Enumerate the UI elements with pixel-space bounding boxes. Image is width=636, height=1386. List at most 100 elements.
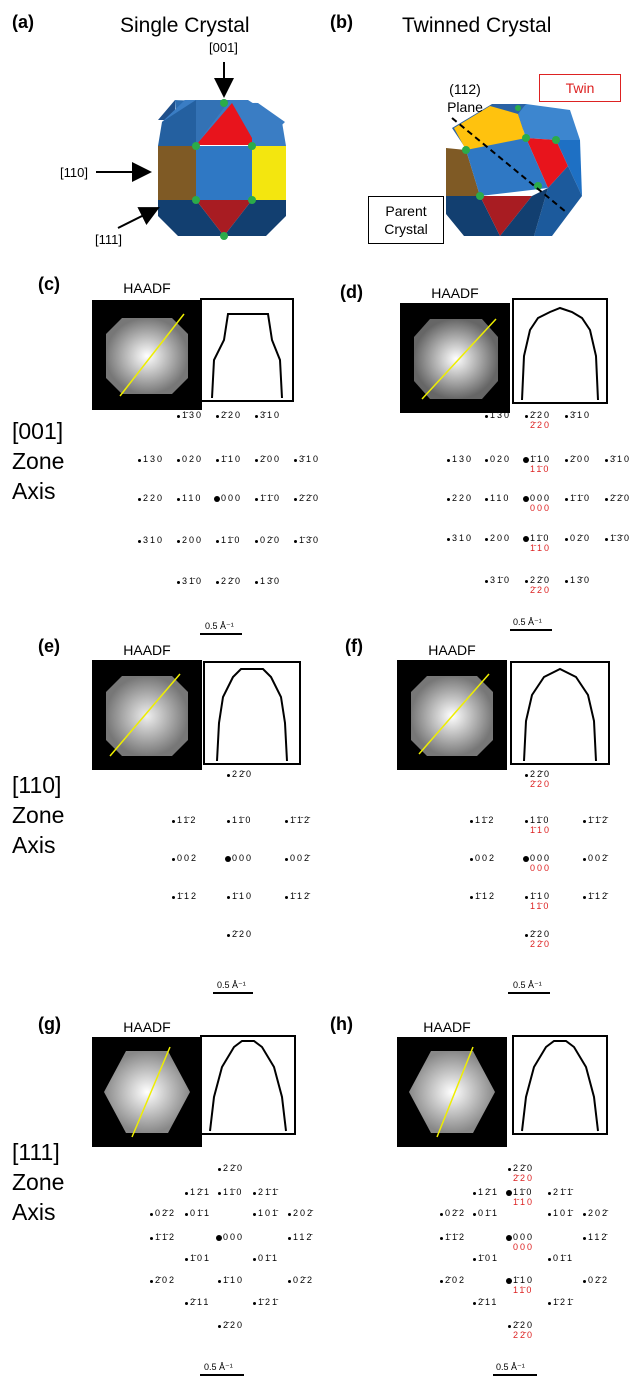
diffraction-spot: 1̄10: [523, 454, 551, 464]
diffraction-spot: 2̄20: [216, 410, 242, 420]
spot-index-label: 2̄02: [155, 1275, 177, 1285]
spot-dot: [565, 459, 568, 462]
spot-dot: [138, 540, 141, 543]
spot-index-label: 020: [490, 454, 512, 464]
diffraction-spot: 020: [485, 454, 512, 464]
spot-dot: [227, 820, 230, 823]
spot-dot: [253, 1302, 256, 1305]
twin-face-yellow: [454, 106, 526, 150]
spot-index-label: 112̄: [588, 1232, 609, 1242]
line-profile-f: [510, 661, 610, 765]
diffraction-spot: 002̄: [583, 853, 609, 863]
spot-dot: [473, 1213, 476, 1216]
spot-dot: [225, 856, 231, 862]
spot-dot: [185, 1192, 188, 1195]
plane-label: (112) Plane: [420, 80, 510, 116]
spot-dot: [216, 415, 219, 418]
spot-dot: [605, 538, 608, 541]
diffraction-spot: 01̄1: [473, 1208, 500, 1218]
scale-bar-g: [200, 1374, 244, 1376]
parent-line2: Crystal: [384, 221, 428, 237]
twin-spot-index-label: 2̄20: [530, 779, 552, 789]
diffraction-spot: 202̄: [288, 1208, 315, 1218]
diffraction-spot: 2̄20: [525, 410, 551, 420]
spot-dot: [227, 934, 230, 937]
zone-001-line2: Zone: [12, 448, 65, 474]
spot-index-label: 130: [452, 454, 474, 464]
spot-index-label: 002̄: [290, 853, 312, 863]
diffraction-spot: 110: [177, 493, 203, 503]
spot-index-label: 110: [182, 493, 203, 503]
spot-index-label: 000: [232, 853, 254, 863]
spot-dot: [583, 858, 586, 861]
diffraction-spot: 130: [138, 454, 165, 464]
spot-dot: [253, 1192, 256, 1195]
spot-index-label: 110: [490, 493, 511, 503]
diffraction-spot: 01̄1: [185, 1208, 212, 1218]
spot-index-label: 3̄10: [299, 454, 321, 464]
spot-dot: [288, 1237, 291, 1240]
diffraction-spot: 3̄10: [294, 454, 321, 464]
spot-index-label: 310: [143, 535, 165, 545]
twin-spot-index-label: 1̄10: [513, 1197, 535, 1207]
diffraction-spot: 1̄3̄0: [294, 535, 321, 545]
direction-111-label: [111]: [95, 232, 122, 247]
diffraction-spot: 11̄0: [525, 815, 551, 825]
parent-line1: Parent: [385, 203, 427, 219]
zone-110-line1: [110]: [12, 772, 62, 798]
diffraction-spot: 000: [523, 853, 552, 863]
spot-index-label: 1̄12̄: [588, 891, 610, 901]
haadf-label-c: HAADF: [123, 280, 171, 296]
haadf-image-e: [92, 660, 202, 770]
spot-dot: [583, 896, 586, 899]
diffraction-spot: 21̄1̄: [253, 1187, 279, 1197]
plane-word-text: Plane: [447, 99, 483, 115]
spot-index-label: 202̄: [293, 1208, 315, 1218]
spot-dot: [288, 1280, 291, 1283]
crystal-face-brown: [158, 146, 196, 200]
diffraction-spot: 002: [172, 853, 198, 863]
spot-dot: [177, 459, 180, 462]
spot-dot: [255, 540, 258, 543]
spot-index-label: 310: [452, 533, 474, 543]
spot-dot: [440, 1237, 443, 1240]
crystal-face-front: [196, 146, 252, 200]
spot-index-label: 02̄2: [445, 1208, 467, 1218]
spot-dot: [470, 820, 473, 823]
spot-dot: [288, 1213, 291, 1216]
spot-index-label: 000: [223, 1232, 245, 1242]
diffraction-spot: 11̄0: [523, 533, 550, 543]
spot-index-label: 01̄1: [478, 1208, 500, 1218]
spot-index-label: 1̄10: [223, 1275, 245, 1285]
spot-index-label: 11̄0: [232, 815, 253, 825]
diffraction-spot: 3̄10: [565, 410, 591, 420]
crystal-face-red-top: [196, 103, 256, 145]
spot-index-label: 130: [143, 454, 165, 464]
spot-index-label: 020: [182, 454, 204, 464]
diffraction-spot: 2̄00: [565, 454, 591, 464]
panel-label-a: (a): [12, 12, 34, 32]
diffraction-spot: 000: [225, 853, 254, 863]
spot-index-label: 1̄3̄0: [299, 535, 321, 545]
spot-index-label: 11̄0: [223, 1187, 244, 1197]
diffraction-spot: 22̄0: [227, 769, 254, 779]
diffraction-spot: 2̄2̄0: [294, 493, 320, 503]
spot-index-label: 22̄0: [232, 769, 254, 779]
zone-111-line3: Axis: [12, 1199, 56, 1225]
spot-index-label: 000: [530, 853, 552, 863]
spot-index-label: 01̄1: [190, 1208, 212, 1218]
spot-index-label: 11̄0: [530, 815, 551, 825]
spot-dot: [185, 1302, 188, 1305]
diffraction-spot: 02̄0: [255, 535, 281, 545]
diffraction-spot: 1̄10: [506, 1275, 534, 1285]
diffraction-spot: 11̄0: [506, 1187, 533, 1197]
twin-plane-line: [451, 117, 567, 213]
diffraction-spot: 1̄3̄0: [605, 533, 631, 543]
panel-label-b: (b): [330, 12, 353, 32]
diffraction-spot: 2̄20: [508, 1320, 534, 1330]
spot-index-label: 220: [143, 493, 165, 503]
haadf-label-e: HAADF: [123, 642, 171, 658]
spot-index-label: 202̄: [588, 1208, 610, 1218]
spot-index-label: 11̄2: [177, 815, 198, 825]
spot-dot: [294, 498, 297, 501]
